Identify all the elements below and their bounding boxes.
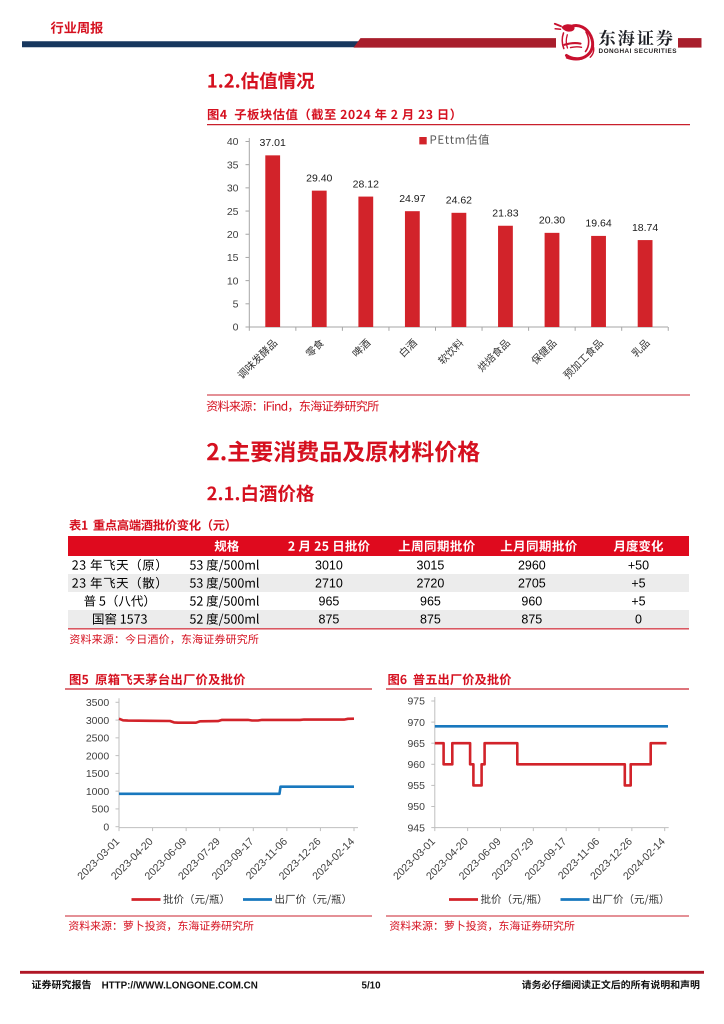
svg-text:DONGHAI SECURITIES: DONGHAI SECURITIES — [599, 48, 678, 55]
svg-text:20: 20 — [227, 229, 239, 241]
svg-text:1500: 1500 — [86, 768, 110, 780]
svg-text:0: 0 — [635, 613, 642, 627]
svg-text:955: 955 — [407, 780, 425, 792]
svg-text:970: 970 — [407, 717, 425, 729]
svg-text:30: 30 — [227, 183, 239, 195]
svg-text:965: 965 — [407, 738, 425, 750]
svg-text:2710: 2710 — [315, 577, 343, 591]
svg-text:965: 965 — [420, 595, 441, 609]
svg-text:2960: 2960 — [518, 559, 546, 573]
svg-text:35: 35 — [227, 159, 239, 171]
svg-text:+50: +50 — [628, 559, 649, 573]
svg-text:2705: 2705 — [518, 577, 546, 591]
svg-text:3015: 3015 — [417, 559, 445, 573]
svg-text:19.64: 19.64 — [585, 218, 611, 230]
svg-text:5/10: 5/10 — [362, 980, 382, 991]
svg-text:15: 15 — [227, 252, 239, 264]
svg-text:3500: 3500 — [86, 697, 110, 709]
svg-text:28.12: 28.12 — [353, 178, 379, 190]
svg-text:29.40: 29.40 — [306, 172, 332, 184]
svg-text:960: 960 — [407, 759, 425, 771]
svg-text:20.30: 20.30 — [539, 215, 565, 227]
svg-text:10: 10 — [227, 275, 239, 287]
svg-text:+5: +5 — [631, 577, 645, 591]
svg-text:0: 0 — [233, 322, 239, 334]
svg-text:+5: +5 — [631, 595, 645, 609]
svg-text:950: 950 — [407, 801, 425, 813]
svg-text:5: 5 — [233, 299, 239, 311]
svg-text:HTTP://WWW.LONGONE.COM.CN: HTTP://WWW.LONGONE.COM.CN — [102, 980, 258, 991]
svg-text:2500: 2500 — [86, 733, 110, 745]
svg-text:37.01: 37.01 — [260, 137, 286, 149]
svg-text:975: 975 — [407, 696, 425, 708]
svg-text:2720: 2720 — [417, 577, 445, 591]
svg-text:965: 965 — [319, 595, 340, 609]
svg-text:875: 875 — [319, 613, 340, 627]
svg-text:875: 875 — [521, 613, 542, 627]
svg-text:1000: 1000 — [86, 786, 110, 798]
svg-text:3010: 3010 — [315, 559, 343, 573]
svg-text:25: 25 — [227, 206, 239, 218]
svg-text:875: 875 — [420, 613, 441, 627]
svg-text:21.83: 21.83 — [492, 208, 518, 220]
svg-text:0: 0 — [103, 821, 109, 833]
svg-text:2000: 2000 — [86, 750, 110, 762]
svg-text:500: 500 — [92, 804, 110, 816]
svg-text:40: 40 — [227, 136, 239, 148]
svg-text:24.97: 24.97 — [399, 193, 425, 205]
svg-text:3000: 3000 — [86, 715, 110, 727]
svg-text:960: 960 — [521, 595, 542, 609]
svg-text:18.74: 18.74 — [632, 222, 658, 234]
svg-text:945: 945 — [407, 822, 425, 834]
svg-text:24.62: 24.62 — [446, 195, 472, 207]
